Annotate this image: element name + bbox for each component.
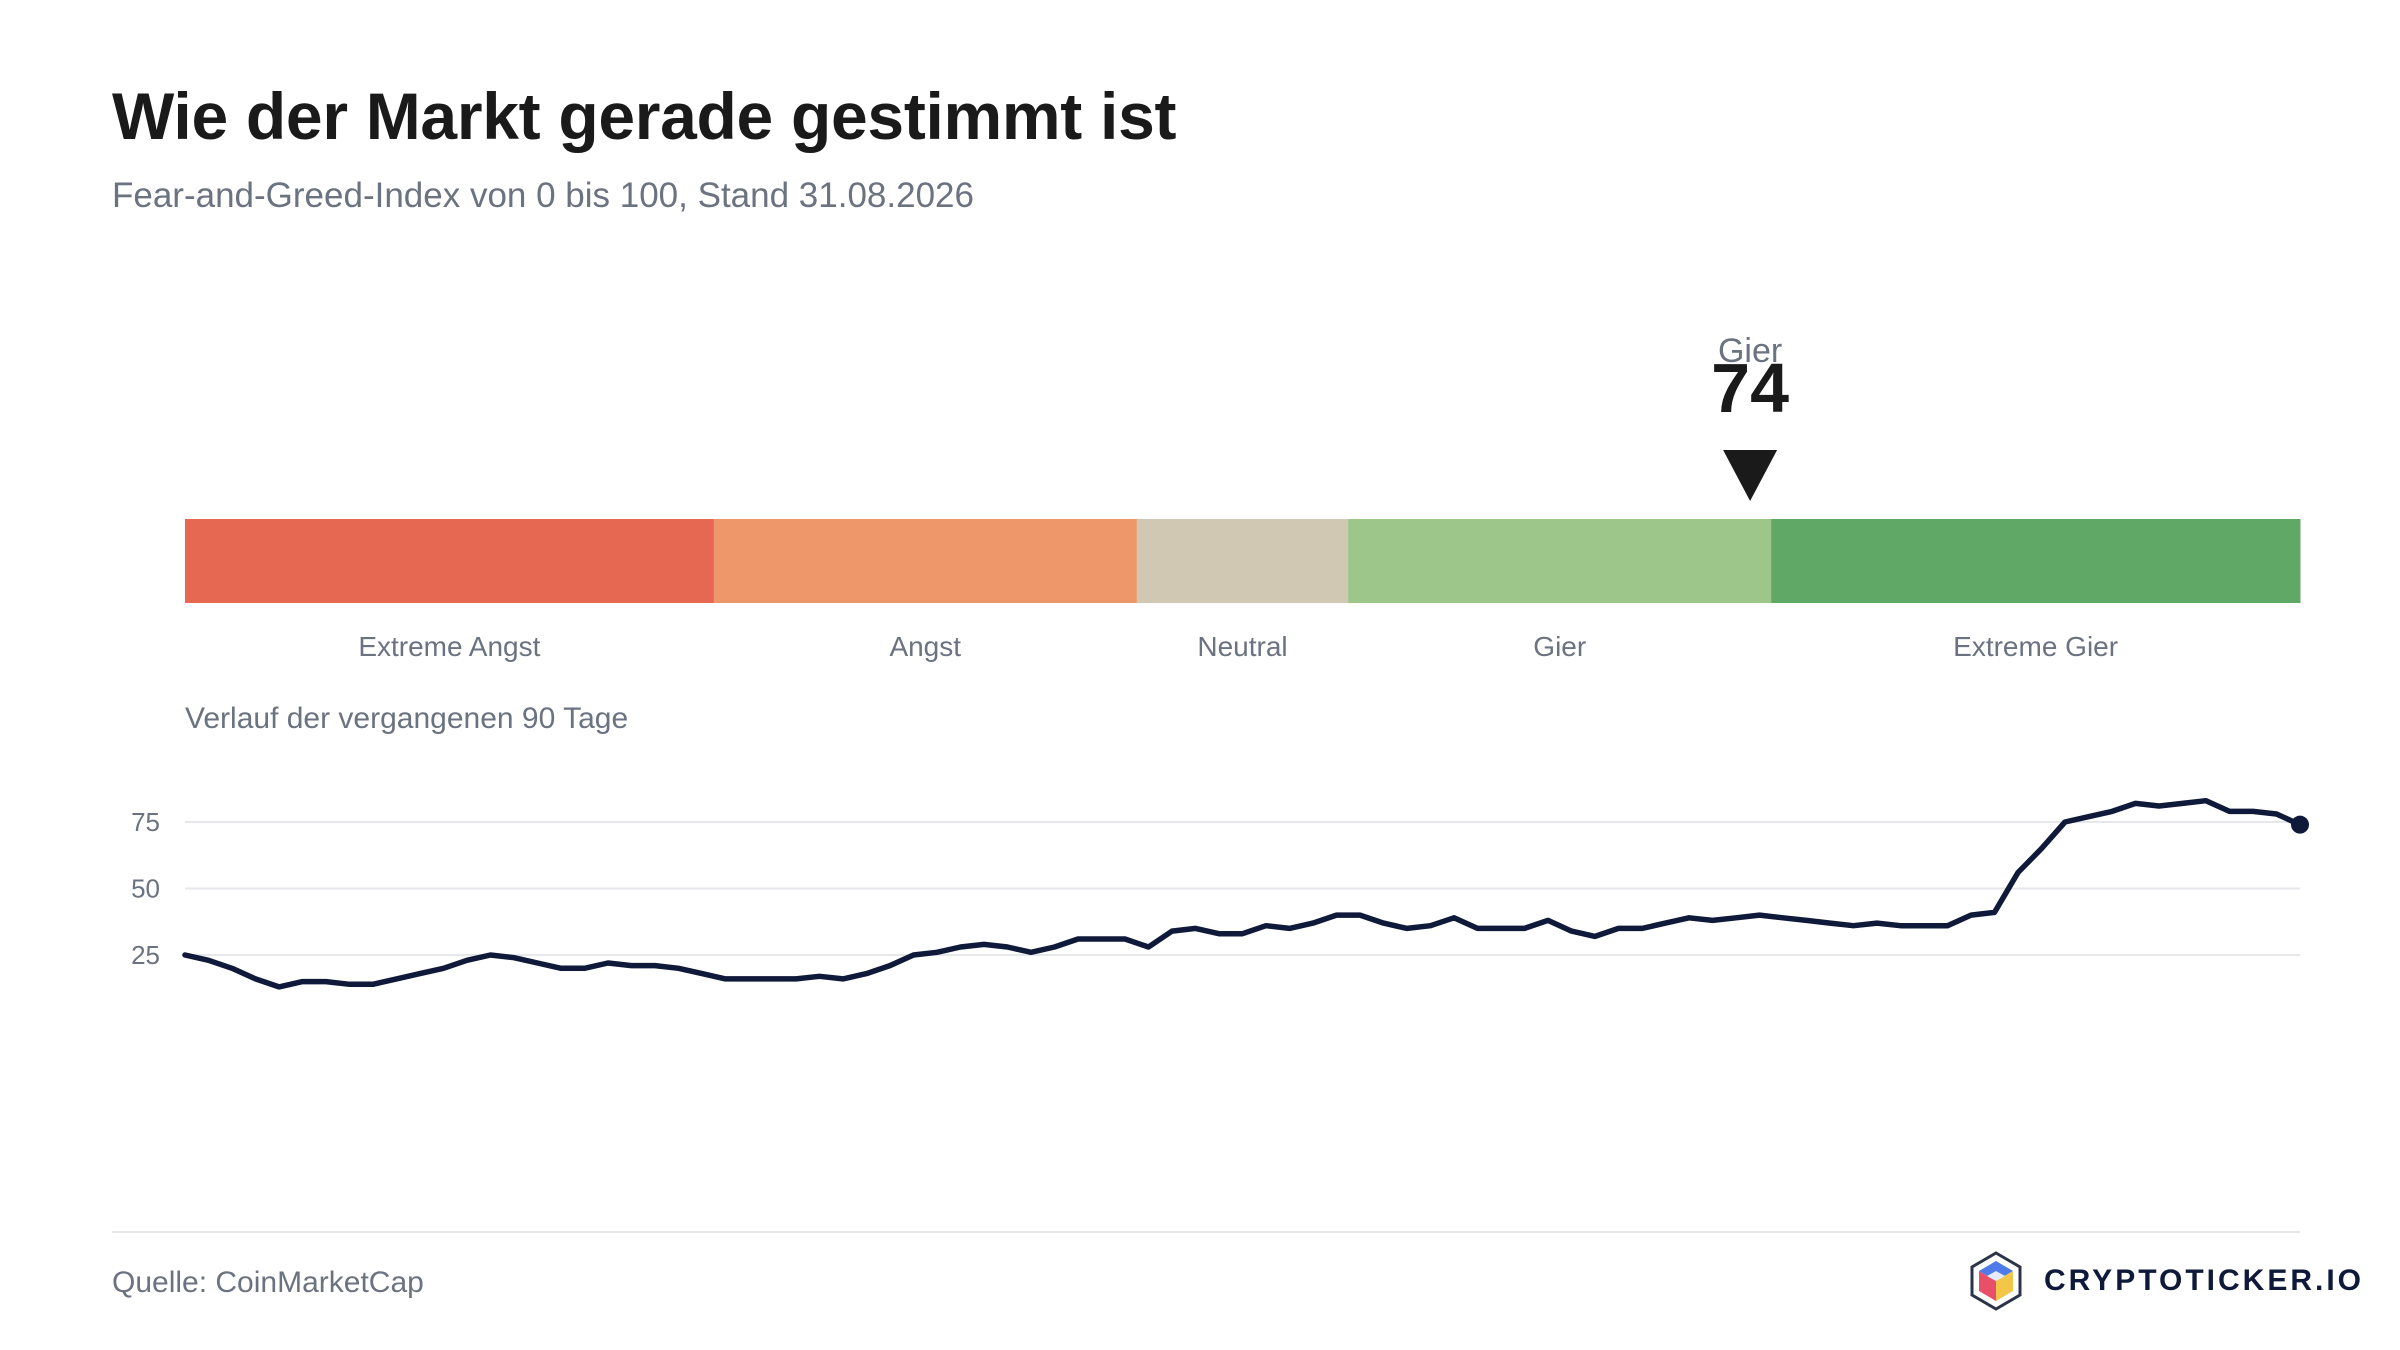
gauge-segment-label: Extreme Gier [1953, 631, 2118, 662]
line-chart-title: Verlauf der vergangenen 90 Tage [185, 702, 628, 735]
gauge-segment-label: Neutral [1197, 631, 1287, 662]
last-data-point [2291, 815, 2309, 834]
gauge-segment-1 [185, 519, 715, 603]
y-tick-label: 75 [131, 807, 160, 837]
y-tick-label: 50 [131, 874, 160, 904]
gauge-segment-label: Angst [889, 631, 961, 662]
gauge-value-label: Gier [1718, 332, 1782, 370]
source-note: Quelle: CoinMarketCap [112, 1266, 424, 1299]
gauge-value: 74 [1711, 349, 1789, 427]
chart-title: Wie der Markt gerade gestimmt ist [112, 79, 1177, 153]
cube-logo-icon [1970, 1251, 2022, 1311]
series-line [182, 797, 2303, 990]
brand-name: CRYPTOTICKER.IO [2043, 1264, 2364, 1297]
chart-subtitle: Fear-and-Greed-Index von 0 bis 100, Stan… [112, 176, 974, 215]
gauge-segment-label: Extreme Angst [358, 631, 540, 662]
gauge-segment-5 [1771, 519, 2301, 603]
gauge-segment-3 [1136, 519, 1349, 603]
brand[interactable]: CRYPTOTICKER.IO [1964, 1249, 2364, 1313]
gauge-segment-4 [1348, 519, 1772, 603]
gauge-segment-2 [713, 519, 1138, 603]
y-tick-label: 25 [131, 940, 160, 970]
footer-divider [112, 1231, 2300, 1233]
gauge-segment-label: Gier [1533, 631, 1586, 662]
gauge-marker-icon [1723, 450, 1778, 501]
